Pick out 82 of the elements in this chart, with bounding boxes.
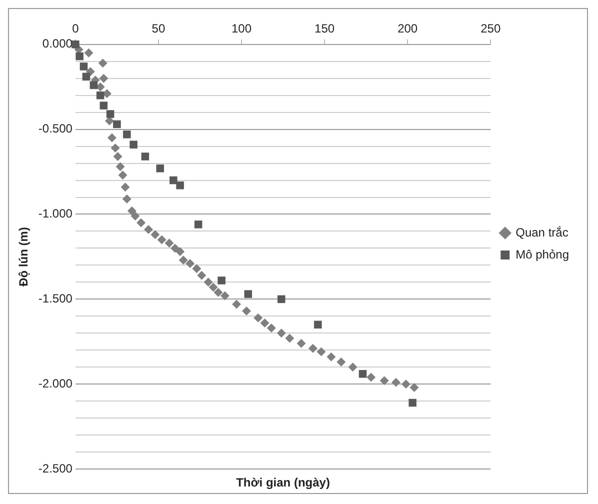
point	[76, 52, 84, 60]
x-tick-label: 50	[152, 22, 166, 36]
point	[150, 230, 160, 240]
point	[186, 258, 195, 268]
point	[100, 102, 108, 110]
point	[110, 144, 120, 153]
point	[123, 130, 131, 138]
point	[113, 152, 122, 161]
y-tick-label: -2.500	[38, 461, 73, 476]
point	[176, 181, 184, 190]
point	[120, 182, 130, 192]
point	[170, 176, 178, 184]
point	[90, 81, 98, 90]
point	[401, 380, 410, 389]
point	[130, 211, 140, 220]
point	[358, 370, 367, 378]
point	[107, 133, 116, 142]
x-tick-label: 200	[398, 22, 418, 36]
point	[116, 162, 125, 172]
x-tick-label: 150	[314, 22, 335, 36]
point	[136, 218, 146, 228]
point	[277, 295, 286, 304]
point	[144, 225, 153, 234]
y-tick-label: -0.500	[38, 122, 73, 136]
point	[192, 264, 202, 274]
point	[232, 300, 242, 309]
point	[80, 62, 88, 70]
point	[98, 58, 108, 68]
point	[316, 347, 326, 356]
point	[244, 290, 252, 298]
point	[391, 378, 400, 387]
y-axis-title: Độ lún (m)	[16, 227, 31, 286]
point	[380, 376, 389, 386]
point	[260, 318, 270, 328]
point	[410, 382, 419, 392]
legend-label: Quan trắc	[516, 225, 568, 240]
point	[296, 338, 306, 348]
point	[276, 328, 286, 338]
point	[130, 140, 138, 148]
point	[86, 67, 95, 76]
point	[170, 244, 180, 253]
point	[141, 152, 150, 160]
legend-label: Mô phỏng	[516, 247, 569, 262]
y-tick-label: -1.000	[38, 206, 73, 221]
point	[254, 313, 263, 322]
point	[176, 247, 185, 256]
x-axis-title: Thời gian (ngày)	[236, 475, 330, 490]
point	[127, 206, 136, 216]
point	[285, 334, 294, 343]
point	[220, 291, 230, 300]
point	[214, 288, 223, 297]
point	[204, 278, 213, 287]
point	[266, 324, 276, 333]
point	[308, 344, 318, 353]
point	[157, 235, 166, 244]
point	[366, 372, 376, 382]
point	[326, 352, 336, 362]
point	[84, 48, 94, 58]
point	[178, 256, 188, 265]
point	[82, 72, 90, 81]
point	[314, 320, 322, 329]
point	[118, 170, 128, 180]
point	[156, 164, 164, 172]
point	[122, 194, 132, 204]
x-tick-label: 100	[231, 22, 252, 36]
point	[218, 276, 226, 284]
y-tick-label: -1.500	[38, 291, 73, 306]
point	[242, 306, 251, 316]
point	[106, 110, 114, 118]
point	[99, 74, 108, 83]
point	[348, 362, 358, 372]
point	[194, 220, 202, 228]
point	[336, 358, 346, 366]
point	[208, 282, 218, 292]
x-tick-label: 250	[480, 22, 501, 36]
point	[96, 91, 104, 100]
y-tick-label: -2.000	[38, 376, 73, 390]
point	[197, 270, 206, 280]
point	[113, 120, 121, 128]
point	[164, 238, 174, 248]
x-tick-label: 0	[72, 22, 80, 36]
point	[408, 398, 416, 407]
